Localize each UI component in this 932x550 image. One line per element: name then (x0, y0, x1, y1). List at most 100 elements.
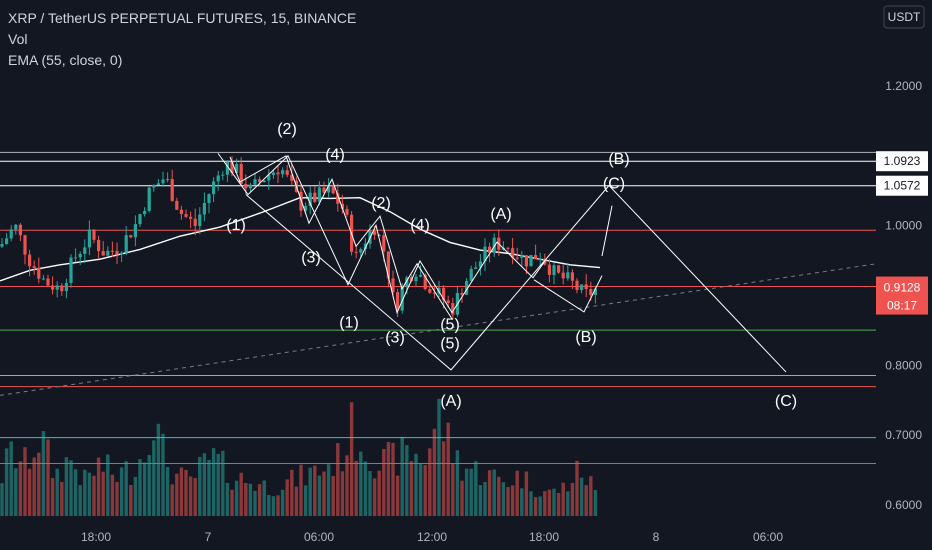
candle-body (336, 193, 340, 204)
volume-bar (211, 448, 216, 516)
candle-body (83, 247, 87, 254)
candle-body (120, 252, 124, 255)
volume-bar (239, 472, 243, 516)
volume-bar (129, 485, 133, 516)
candle-body (212, 181, 216, 195)
time-axis-ticks: 18:00 7 06:00 12:00 18:00 8 06:00 (81, 530, 783, 544)
candle-body (377, 234, 381, 236)
wave-label[interactable]: (5) (440, 316, 460, 333)
candle-body (23, 235, 27, 255)
wave-label[interactable]: (C) (603, 175, 625, 192)
candle-body (432, 292, 436, 294)
candle-body (419, 274, 423, 277)
wave-label[interactable]: (C) (775, 393, 797, 410)
candle-body (55, 285, 59, 290)
currency-button[interactable] (883, 5, 925, 29)
volume-bar (556, 492, 561, 516)
candle-body (345, 208, 349, 215)
wave-label[interactable]: (4) (410, 217, 430, 234)
currency-label: USDT (888, 10, 921, 24)
volume-bar (441, 441, 446, 516)
candle-body (46, 278, 50, 286)
ema-line (0, 197, 601, 282)
wave-label[interactable]: (B) (575, 329, 596, 346)
volume-bar (469, 468, 473, 516)
volume-bar (147, 455, 151, 516)
wave-label[interactable]: (1) (226, 217, 246, 234)
volume-bar (487, 470, 492, 516)
price-tick-label: 0.7000 (885, 428, 922, 442)
volume-bar (124, 461, 128, 516)
candle-body (0, 243, 4, 247)
candle-body (129, 235, 133, 238)
candle-body (391, 278, 395, 293)
candle-body (460, 292, 464, 295)
wave-label[interactable]: (1) (339, 314, 359, 331)
wave-label[interactable]: (2) (277, 121, 297, 138)
wave-line[interactable] (217, 153, 547, 315)
volume-bar (317, 475, 322, 516)
wave-line[interactable] (601, 205, 613, 257)
time-axis[interactable] (0, 524, 932, 550)
wave-label[interactable]: (3) (385, 330, 405, 347)
time-tick-label: 06:00 (753, 530, 783, 544)
symbol-title[interactable]: XRP / TetherUS PERPETUAL FUTURES, 15, BI… (8, 10, 357, 26)
wave-line[interactable] (245, 184, 787, 373)
candle-body (225, 161, 229, 175)
candle-body (317, 187, 321, 202)
wave-label[interactable]: (3) (301, 249, 321, 266)
candle-body (87, 229, 91, 248)
candle-body (488, 246, 492, 253)
candle-body (437, 287, 441, 294)
candle-body (64, 283, 68, 292)
candle-body (221, 174, 225, 176)
time-tick-label: 12:00 (417, 530, 447, 544)
wave-line[interactable] (229, 155, 453, 320)
volume-bar (570, 482, 575, 516)
volume-bar (543, 491, 547, 516)
candle-body (37, 267, 41, 279)
wave-label[interactable]: (2) (371, 195, 391, 212)
volume-bar (409, 461, 414, 516)
wave-label[interactable]: (4) (325, 147, 345, 164)
volume-bar (267, 495, 271, 516)
volume-bar (37, 452, 41, 516)
wave-label[interactable]: (A) (440, 393, 461, 410)
volume-bar (340, 471, 345, 516)
wave-line[interactable] (533, 275, 603, 313)
candle-body (561, 272, 565, 279)
ema-indicator-label[interactable]: EMA (55, close, 0) (8, 52, 123, 68)
candle-body (285, 170, 289, 175)
volume-bar (464, 468, 469, 516)
price-axis[interactable] (876, 0, 932, 524)
volume-bar (460, 480, 464, 516)
volume-bar (64, 457, 69, 516)
candle-body (152, 185, 156, 188)
candle-body (520, 255, 524, 258)
level-price-badge (876, 175, 928, 196)
candle-body (405, 277, 409, 288)
volume-bar (363, 461, 368, 516)
volume-bar (538, 496, 542, 516)
level-price-text: 1.0572 (884, 179, 921, 193)
candle-body (41, 278, 45, 280)
volume-bar (207, 459, 211, 516)
volume-bar (593, 490, 598, 516)
wave-label[interactable]: (B) (608, 151, 629, 168)
volume-bar (225, 482, 230, 516)
candle-body (92, 229, 96, 240)
wave-label[interactable]: (5) (440, 335, 460, 352)
candle-body (193, 218, 197, 226)
wave-label[interactable]: (A) (490, 206, 511, 223)
volume-bar (428, 448, 432, 516)
volume-bar (4, 448, 9, 516)
volume-indicator-label[interactable]: Vol (8, 31, 28, 47)
candle-body (386, 251, 390, 279)
volume-bar (432, 428, 437, 516)
candle-body (133, 224, 137, 238)
price-tick-label: 0.8000 (885, 358, 922, 372)
volume-bar (115, 481, 119, 516)
volume-bar (400, 436, 404, 516)
candle-body (32, 266, 36, 268)
